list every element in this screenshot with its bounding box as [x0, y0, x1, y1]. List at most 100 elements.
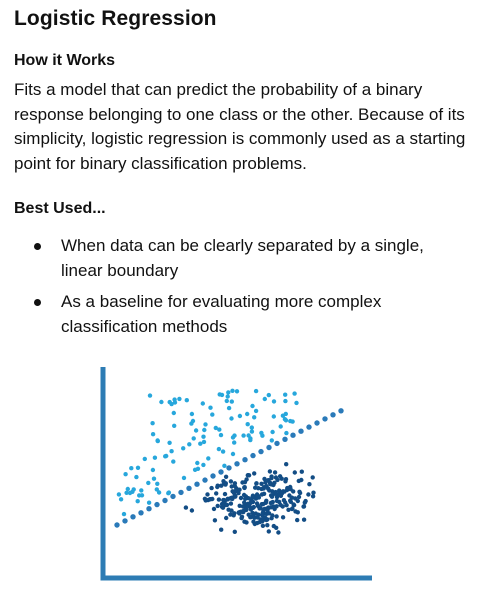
class-b-point — [278, 502, 283, 508]
class-a-point — [262, 396, 267, 402]
class-a-point — [155, 438, 160, 443]
class-b-point — [209, 485, 214, 491]
class-b-point — [223, 474, 229, 479]
class-b-point — [260, 512, 265, 518]
class-a-point — [245, 422, 250, 427]
class-b-point — [261, 491, 267, 496]
class-b-point — [251, 512, 256, 517]
class-b-point — [311, 490, 316, 495]
class-a-point — [163, 454, 168, 459]
class-a-point — [226, 390, 231, 395]
class-b-point — [310, 494, 316, 499]
class-b-point — [260, 523, 266, 528]
class-b-point — [215, 503, 220, 509]
class-b-point — [296, 494, 302, 500]
class-b-point — [228, 479, 234, 484]
class-b-point — [251, 504, 256, 510]
class-a-point — [154, 487, 159, 492]
class-b-point — [310, 475, 315, 480]
list-item: When data can be clearly separated by a … — [14, 234, 484, 283]
class-a-point — [288, 418, 293, 424]
class-b-point — [254, 481, 259, 486]
class-b-point — [288, 498, 293, 503]
class-b-point — [221, 497, 226, 503]
class-a-point — [206, 456, 211, 461]
class-b-point — [255, 493, 261, 498]
class-b-point — [291, 502, 296, 507]
class-b-point — [266, 529, 271, 534]
class-a-point — [280, 413, 286, 418]
class-b-point — [237, 503, 242, 508]
class-a-point — [213, 425, 218, 431]
class-b-points — [183, 462, 316, 535]
class-b-point — [263, 500, 268, 505]
boundary-point — [122, 518, 128, 524]
class-b-point — [290, 506, 295, 511]
class-a-point — [225, 394, 230, 399]
class-a-point — [189, 411, 195, 417]
class-a-point — [146, 500, 152, 505]
class-a-point — [184, 398, 189, 403]
class-b-point — [295, 510, 300, 515]
class-a-point — [283, 392, 288, 397]
class-a-point — [118, 497, 124, 502]
class-a-point — [195, 460, 200, 466]
class-b-point — [301, 504, 307, 509]
class-b-point — [242, 500, 247, 505]
class-b-point — [211, 506, 217, 512]
class-a-point — [166, 491, 171, 496]
boundary-point — [338, 408, 344, 414]
class-a-point — [171, 410, 176, 416]
class-b-point — [265, 517, 270, 522]
class-b-point — [291, 489, 296, 494]
class-a-point — [167, 440, 172, 445]
class-a-point — [270, 429, 275, 435]
class-a-point — [181, 475, 187, 481]
class-b-point — [303, 498, 308, 504]
class-a-point — [217, 427, 222, 432]
class-a-point — [241, 433, 246, 438]
class-a-point — [150, 421, 155, 426]
boundary-point — [170, 493, 176, 500]
class-a-point — [187, 442, 192, 447]
class-a-point — [135, 499, 140, 504]
class-b-point — [229, 484, 234, 489]
list-item: As a baseline for evaluating more comple… — [14, 290, 484, 339]
class-b-point — [259, 486, 264, 492]
class-b-point — [214, 491, 219, 496]
class-a-point — [218, 432, 224, 438]
boundary-point — [194, 481, 200, 487]
class-b-point — [277, 488, 282, 493]
boundary-point — [330, 412, 336, 418]
class-a-point — [167, 399, 172, 405]
class-a-point — [250, 403, 255, 409]
boundary-point — [234, 461, 240, 467]
class-a-point — [151, 476, 157, 481]
class-b-point — [271, 523, 276, 529]
boundary-point — [210, 473, 216, 479]
class-b-point — [230, 489, 235, 494]
boundary-point — [130, 514, 136, 520]
class-b-point — [279, 491, 285, 496]
class-a-point — [201, 439, 207, 445]
class-a-point — [271, 399, 277, 404]
class-b-point — [249, 499, 254, 504]
class-a-point — [266, 392, 271, 398]
class-b-point — [242, 485, 247, 491]
class-b-point — [266, 511, 272, 516]
boundary-point — [298, 428, 304, 434]
boundary-point — [266, 444, 272, 451]
class-b-point — [242, 519, 247, 524]
class-a-point — [248, 436, 253, 441]
class-b-point — [205, 492, 210, 497]
class-b-point — [274, 504, 279, 509]
boundary-point — [250, 452, 256, 459]
class-a-point — [150, 432, 156, 437]
class-b-point — [301, 517, 307, 522]
class-a-point — [269, 438, 274, 443]
best-used-heading: Best Used... — [14, 200, 106, 217]
decision-boundary — [114, 408, 344, 528]
class-a-point — [139, 488, 144, 493]
boundary-point — [322, 416, 328, 422]
text-line: point for binary classification problems… — [14, 153, 307, 173]
